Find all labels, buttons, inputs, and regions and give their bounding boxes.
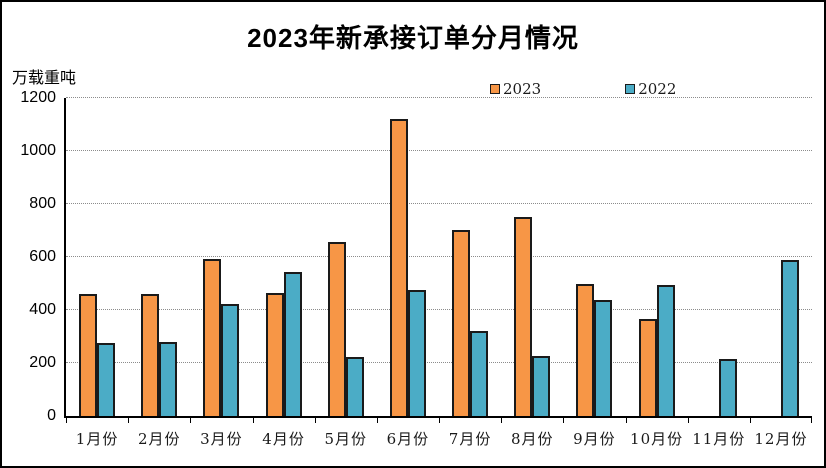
gridline-1000 [66,150,812,151]
legend-label-2023: 2023 [503,80,542,98]
bar-group-5月份 [315,98,377,416]
x-axis-tick [190,418,192,423]
x-axis-tick [314,418,316,423]
bar-2022-12月份 [780,259,799,416]
bar-2023-9月份 [576,283,595,416]
chart-title: 2023年新承接订单分月情况 [247,23,579,53]
y-tick-label-600: 600 [29,248,56,265]
bar-2023-4月份 [265,293,284,416]
bar-2023-5月份 [327,241,346,416]
bar-2023-2月份 [141,293,160,416]
x-tick-label-4月份: 4月份 [262,430,305,448]
x-axis-tick [749,418,751,423]
x-tick-label-12月份: 12月份 [754,430,808,448]
bar-group-8月份 [501,98,563,416]
bar-group-10月份 [626,98,688,416]
y-tick-label-400: 400 [29,301,56,318]
gridline-800 [66,203,812,204]
bar-2023-3月份 [203,259,222,416]
y-tick-label-0: 0 [47,407,56,424]
bar-group-2月份 [128,98,190,416]
x-tick-label-8月份: 8月份 [510,430,554,448]
x-tick-label-6月份: 6月份 [386,430,430,448]
bar-2023-1月份 [79,294,98,416]
x-axis-tick [563,418,565,423]
x-tick-label-10月份: 10月份 [630,430,684,448]
x-axis-tick [625,418,627,423]
x-axis-tick [439,418,440,423]
bar-2023-10月份 [638,318,657,416]
legend-item-2023: 2023 [490,80,541,98]
bar-group-6月份 [377,98,439,416]
bar-2023-6月份 [389,119,408,416]
x-tick-label-3月份: 3月份 [200,430,243,448]
gridline-400 [66,309,812,310]
x-axis-tick [687,418,689,423]
bar-2022-3月份 [221,303,240,416]
x-axis-tick [811,418,812,423]
legend: 2023 2022 [490,80,676,98]
bar-group-3月份 [190,98,252,416]
bar-2022-1月份 [97,343,116,416]
bar-group-12月份 [750,98,812,416]
legend-swatch-2023 [490,84,500,94]
x-tick-label-5月份: 5月份 [324,430,367,448]
y-axis-unit-label: 万载重吨 [12,70,77,87]
x-axis-tick [501,418,503,423]
gridline-600 [66,256,812,257]
x-axis-tick [128,418,130,423]
bar-2023-8月份 [514,216,533,416]
bar-group-4月份 [253,98,315,416]
bar-2022-4月份 [283,272,302,416]
bar-2022-6月份 [407,290,426,416]
legend-label-2022: 2022 [638,80,677,98]
gridline-200 [66,362,812,363]
bar-group-1月份 [66,98,128,416]
x-axis-tick [66,418,67,423]
bar-group-7月份 [439,98,501,416]
legend-swatch-2022 [625,84,636,94]
y-tick-label-1000: 1000 [20,142,56,159]
bar-2022-8月份 [532,355,551,416]
bar-2023-7月份 [452,229,471,416]
bar-group-9月份 [563,98,625,416]
x-axis-tick [252,418,254,423]
x-tick-label-1月份: 1月份 [75,430,119,448]
y-tick-label-1200: 1200 [20,89,56,106]
legend-item-2022: 2022 [625,80,676,98]
bar-2022-5月份 [345,356,364,416]
bar-2022-2月份 [159,342,178,416]
bar-2022-9月份 [594,300,613,416]
x-tick-label-9月份: 9月份 [573,430,616,448]
y-tick-label-200: 200 [29,354,56,371]
y-tick-label-800: 800 [29,195,56,212]
plot-area: 0 200 400 600 800 1000 1200 1月份 2月份 3月份 4月份 5月份 6月份 7… [20,89,812,448]
gridline-1200 [66,97,812,98]
x-tick-label-7月份: 7月份 [448,430,492,448]
bar-group-11月份 [688,98,750,416]
x-tick-label-11月份: 11月份 [692,430,746,448]
x-axis-tick [376,418,378,423]
x-tick-label-2月份: 2月份 [137,430,181,448]
bar-2022-7月份 [470,330,489,416]
bar-2022-11月份 [718,358,737,416]
bar-2022-10月份 [656,285,675,416]
